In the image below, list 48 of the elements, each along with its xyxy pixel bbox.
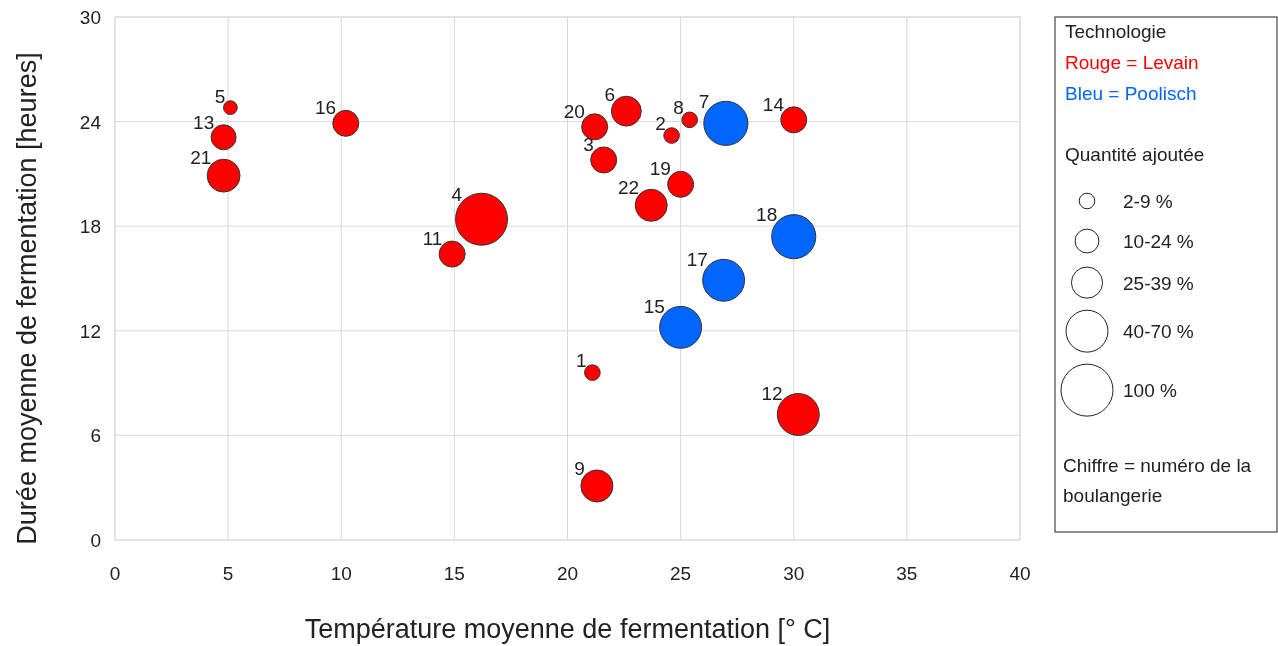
- annotation: 1: [575, 350, 587, 372]
- y-tick-label: 12: [79, 320, 101, 342]
- legend-title: Technologie: [1065, 21, 1167, 42]
- annotation: 16: [314, 97, 337, 119]
- x-tick-label: 15: [443, 563, 465, 584]
- annotation: 6: [604, 83, 616, 105]
- annotation: 17: [686, 248, 708, 270]
- text: Rouge = Levain: [1065, 52, 1199, 73]
- x-tick-label: 10: [330, 563, 352, 584]
- legend-label: 10-24 %: [1123, 231, 1194, 252]
- annotation: 14: [762, 93, 785, 115]
- y-axis-title: Durée moyenne de fermentation [heures]: [12, 52, 42, 545]
- annotation: 22: [618, 177, 640, 199]
- x-tick-label: 5: [222, 563, 234, 584]
- legend-label: 25-39 %: [1123, 272, 1194, 294]
- annotation: 19: [649, 158, 671, 180]
- text: Bleu = Poolisch: [1065, 83, 1197, 104]
- annotation: 9: [574, 457, 585, 479]
- annotation: 4: [451, 184, 463, 206]
- annotation: 2: [655, 113, 666, 135]
- annotation: 21: [190, 147, 212, 169]
- annotation: 5: [214, 85, 226, 107]
- legend-label: 40-70 %: [1123, 321, 1194, 343]
- annotation: 15: [643, 295, 665, 317]
- y-tick-label: 18: [79, 216, 101, 238]
- text: Quantité ajoutée: [1065, 144, 1205, 165]
- x-tick-label: 40: [1009, 563, 1031, 584]
- x-tick-label: 25: [670, 563, 692, 584]
- x-tick-label: 30: [783, 563, 805, 584]
- y-tick-label: 0: [90, 530, 101, 551]
- annotation: 12: [761, 382, 783, 404]
- text: Chiffre = numéro de la boulangerie: [1063, 455, 1252, 507]
- annotation: 11: [422, 227, 443, 249]
- annotation: 8: [673, 97, 684, 119]
- x-tick-label: 35: [896, 563, 918, 584]
- annotation: 7: [698, 90, 710, 112]
- x-tick-label: 0: [109, 563, 121, 584]
- x-tick-label: 20: [556, 563, 579, 584]
- y-tick-label: 30: [79, 7, 101, 28]
- annotation: 20: [563, 100, 585, 122]
- annotation: 3: [583, 133, 594, 155]
- legend-label: 100 %: [1123, 380, 1177, 402]
- annotation: 13: [193, 111, 215, 133]
- annotation: 18: [756, 204, 778, 226]
- y-tick-label: 6: [90, 425, 101, 447]
- legend-label: 2-9 %: [1123, 191, 1173, 212]
- y-tick-label: 24: [79, 111, 102, 133]
- x-axis-title: Température moyenne de fermentation [° C]: [304, 614, 831, 644]
